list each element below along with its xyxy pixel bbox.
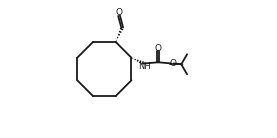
Text: O: O [155,44,162,53]
Text: NH: NH [138,62,151,71]
Text: O: O [169,59,176,68]
Text: O: O [116,8,122,17]
